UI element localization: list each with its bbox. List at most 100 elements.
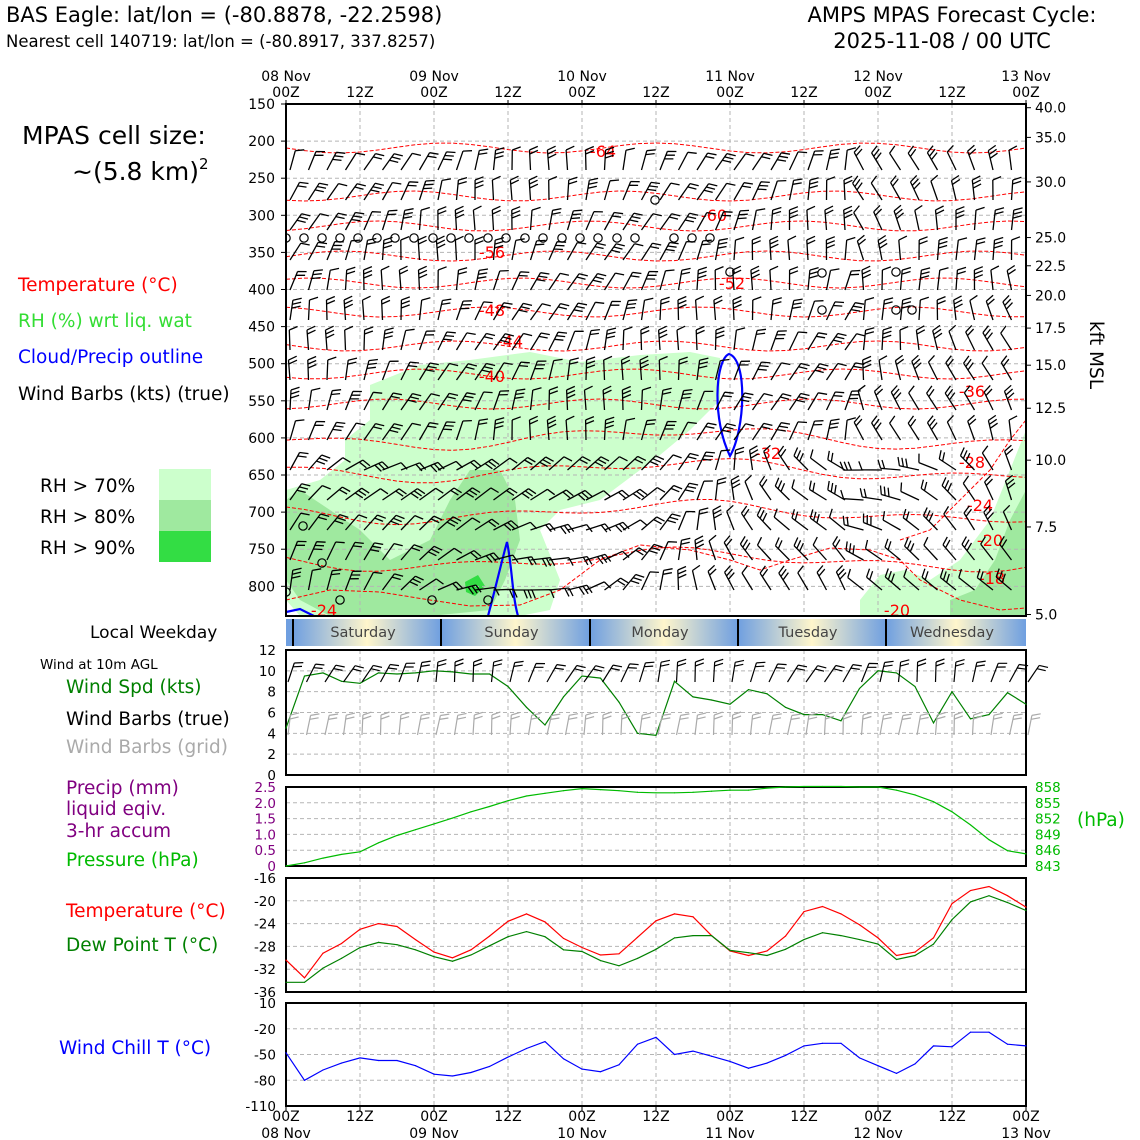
wind-barb (879, 485, 901, 501)
pressure-tick-label: 600 (248, 431, 275, 447)
wind-barb (343, 295, 354, 321)
surface-barb-grid (416, 713, 431, 736)
isotherm-line (286, 498, 1026, 526)
pressure-line-point (655, 792, 657, 794)
wind-barb (791, 479, 809, 501)
surface-barb-grid (472, 711, 484, 736)
wind-barb (493, 520, 519, 531)
wind-barb (788, 362, 810, 381)
wind-barb (511, 556, 537, 566)
wind-barb (363, 211, 382, 231)
wind-speed-line-point (525, 706, 528, 708)
temperature-line-point (618, 953, 620, 955)
wind-barb (845, 541, 864, 561)
wind-barb (825, 301, 845, 321)
windchill-line-point (729, 1060, 731, 1062)
wind-barb (326, 212, 347, 231)
pressure-tick-label: 843 (1035, 859, 1061, 875)
temperature-line-point (414, 938, 417, 941)
windchill-line-point (784, 1054, 787, 1056)
wind-barb (437, 487, 462, 501)
wind-barb (308, 484, 331, 501)
wind-barb (963, 505, 976, 531)
surface-barb-true (897, 659, 910, 683)
windchill-line-point (710, 1055, 713, 1057)
wind-barb (981, 355, 994, 381)
wind-barb (621, 385, 632, 411)
wind-barb (843, 205, 853, 231)
wind-barb (677, 182, 699, 201)
windchill-line-point (969, 1031, 972, 1033)
wind-barb (714, 237, 729, 261)
wind-barb (622, 455, 647, 471)
surface-barb-true (361, 664, 383, 683)
wind-barb (382, 488, 407, 501)
wind-barb (791, 509, 809, 531)
pressure-line-point (451, 817, 454, 819)
wind-barb (400, 235, 410, 261)
pressure-label: Pressure (hPa) (66, 850, 199, 871)
wind-barb (455, 150, 473, 171)
windchill-line-point (581, 1068, 583, 1070)
wind-barb (777, 445, 791, 471)
precip-label: Precip (mm) (66, 778, 179, 799)
wind-barb (289, 483, 311, 501)
wind-barb (603, 179, 620, 201)
pressure-line-point (932, 801, 935, 803)
wind-barb (659, 213, 681, 231)
wind-barb (844, 390, 861, 411)
wind-barb (640, 325, 650, 351)
wind-barb (492, 147, 505, 171)
wind-barb (622, 180, 640, 201)
pressure-tick-label: 650 (248, 468, 275, 484)
wind-barb (832, 536, 846, 561)
wind-barb (1000, 325, 1013, 351)
wind-barb (325, 295, 336, 321)
wind-barb (946, 414, 957, 441)
wind-barb (492, 390, 510, 411)
wind-barb (941, 477, 957, 501)
temperature-line-point (525, 913, 528, 915)
wind-barb (530, 456, 554, 471)
wind-barb (873, 384, 884, 411)
top-date-label: 09 Nov (409, 69, 459, 85)
wind-speed-line-point (618, 701, 620, 703)
pressure-tick-label: 858 (1035, 780, 1061, 796)
pressure-line-point (877, 786, 879, 788)
weekday-label: Sunday (484, 625, 539, 641)
windchill-line-point (599, 1071, 602, 1073)
isotherm-line (286, 340, 1026, 352)
surface-barb-grid (546, 713, 561, 736)
wind-barb (307, 513, 330, 531)
top-time-label: 12Z (790, 85, 817, 101)
precip-sub-label: liquid eqiv. (66, 799, 166, 820)
wind-barb (381, 327, 394, 351)
pressure-line-point (544, 792, 546, 794)
wind-barb (741, 565, 754, 591)
surface-barb-true (712, 658, 724, 683)
wind-barb (529, 332, 550, 351)
windchill-line-point (914, 1063, 916, 1065)
dewpoint-line-point (544, 936, 546, 938)
wind-barb (381, 181, 402, 201)
wind-barb (714, 182, 736, 201)
pressure-tick-label: 800 (248, 579, 275, 595)
temperature-line-point (895, 954, 898, 957)
windchill-line-point (451, 1075, 454, 1077)
wind-barb (418, 206, 430, 231)
wind-barb (944, 385, 957, 411)
wind-barb (435, 235, 446, 261)
wind-barb (723, 535, 735, 561)
rh70-area-east (860, 430, 1026, 616)
isotherm-line (899, 419, 1026, 541)
wind-barb (1006, 264, 1016, 291)
surface-barb-grid (860, 711, 872, 736)
wind-barb (908, 385, 920, 411)
top-time-label: 12Z (938, 85, 965, 101)
top-date-label: 11 Nov (705, 69, 755, 85)
wind-barb (363, 182, 385, 201)
wind-barb (824, 205, 834, 231)
surface-barb-true (786, 664, 808, 683)
calm-wind-marker (669, 233, 679, 243)
bottom-time-label: 00Z (864, 1109, 891, 1125)
